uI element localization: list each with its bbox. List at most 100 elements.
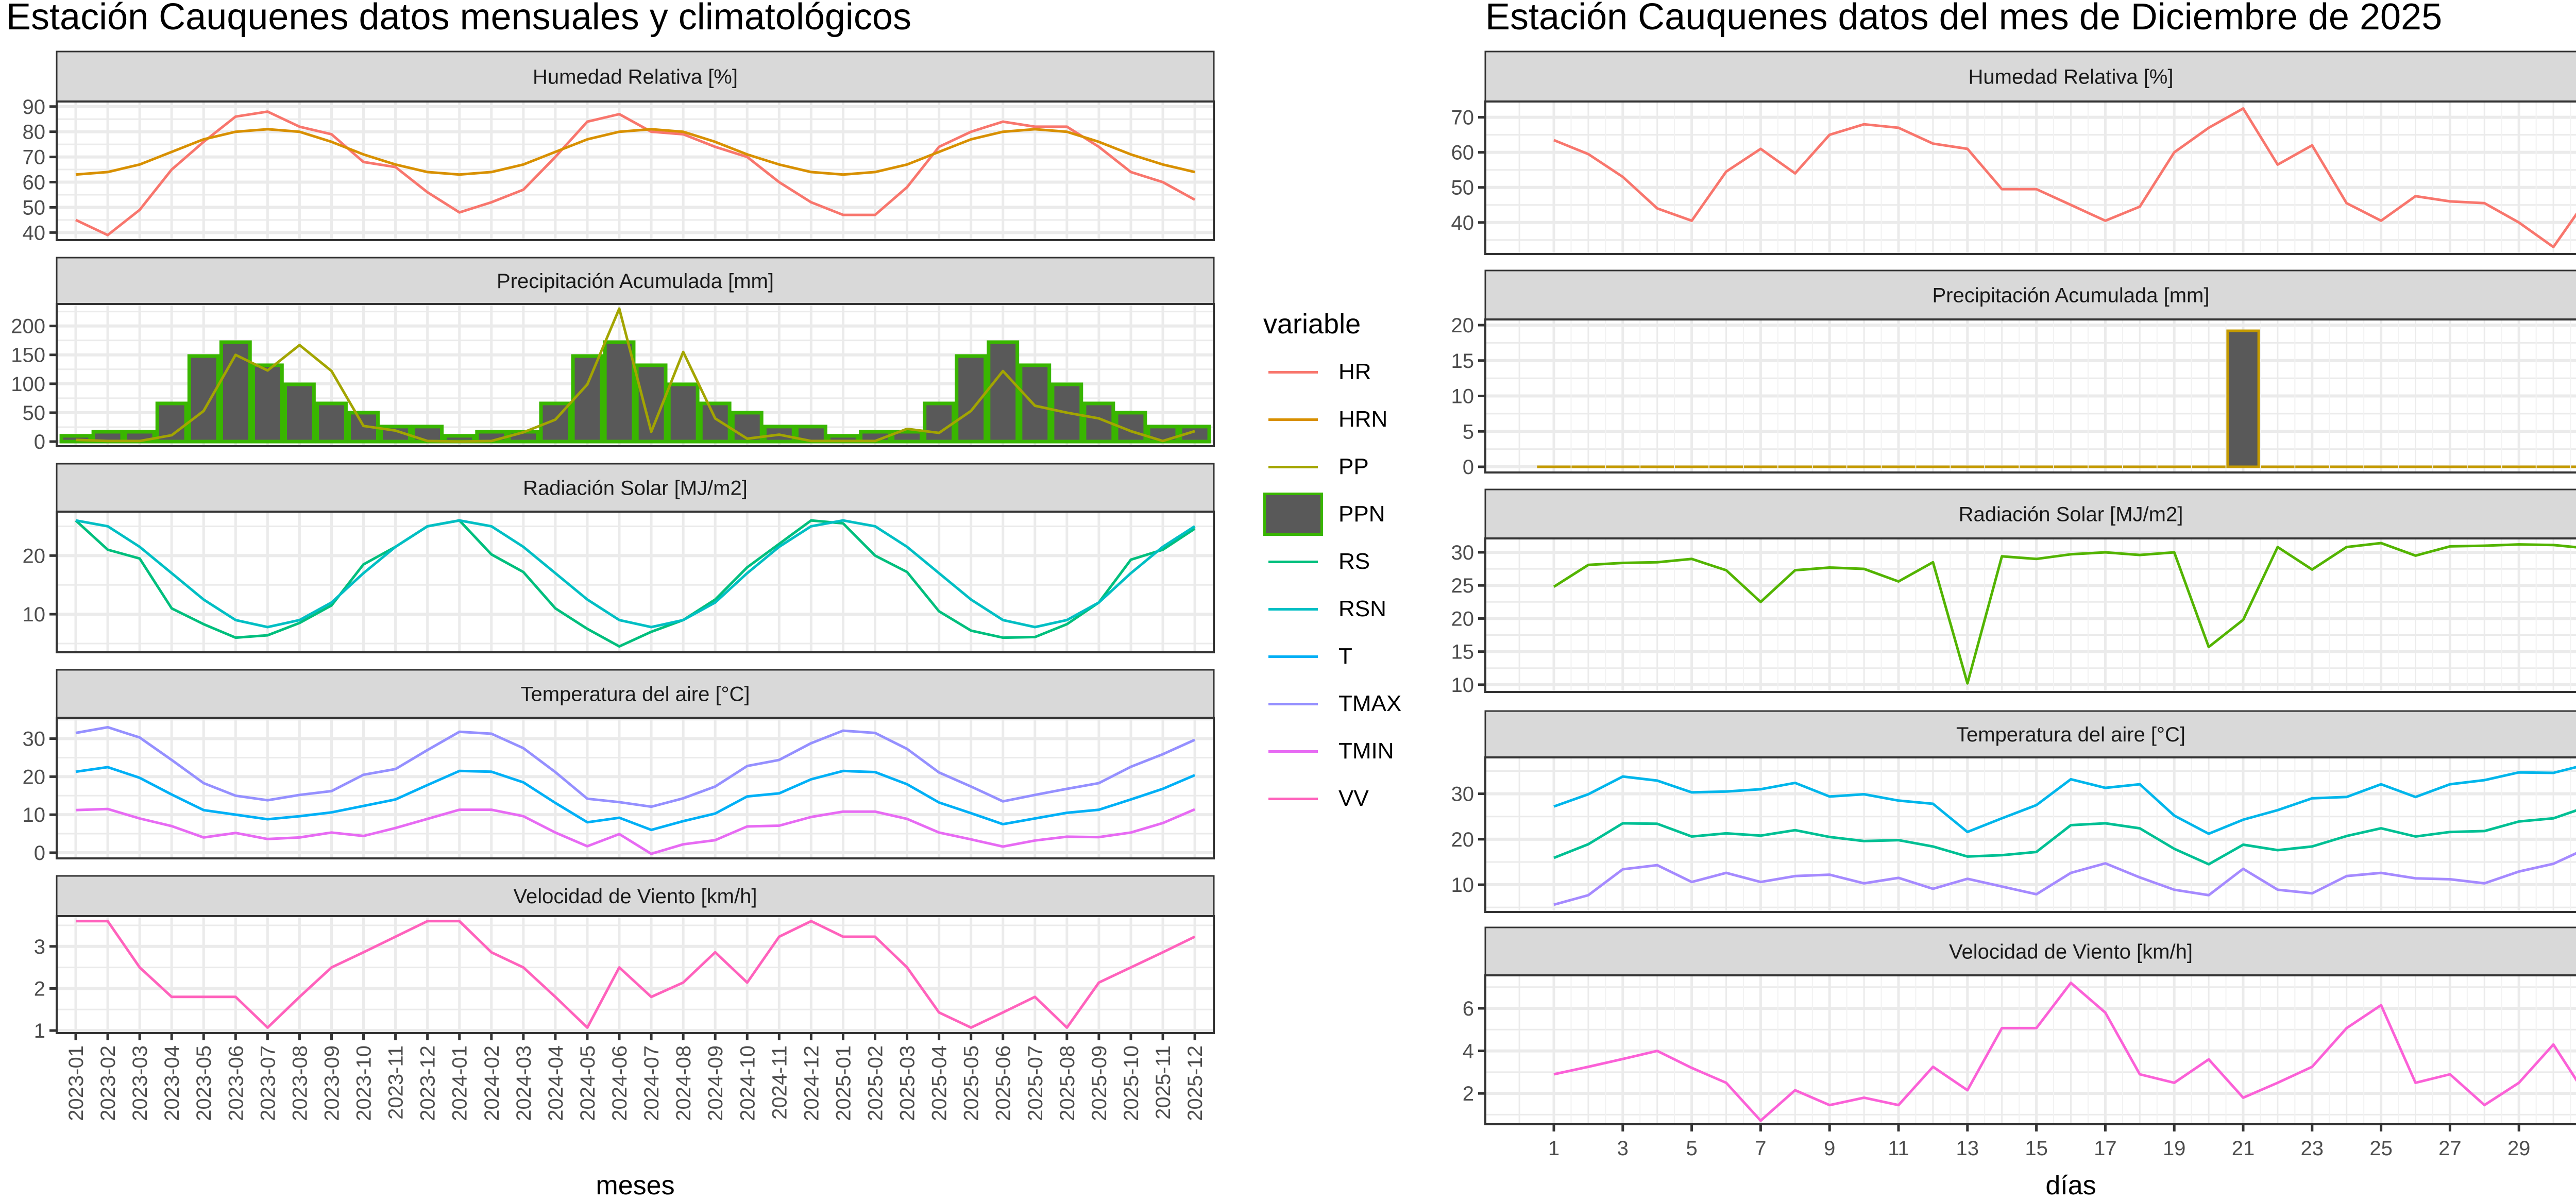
line-PP: [75, 307, 1195, 443]
plot-panel: [57, 916, 1214, 1033]
y-tick-label: 70: [23, 146, 46, 169]
y-tick-label: 6: [1463, 998, 1474, 1020]
facet-strip-label: Velocidad de Viento [km/h]: [1949, 941, 2193, 964]
facet-strip: [1484, 269, 2576, 320]
y-tick-label: 20: [1451, 829, 1475, 851]
legend-title: variable: [1263, 309, 1361, 340]
x-tick-label: 2023-06: [225, 1045, 247, 1121]
x-tick-label: 2023-10: [353, 1045, 376, 1121]
legend-item-tmax: TMAX: [1263, 680, 1401, 728]
y-tick-label: 10: [1451, 385, 1475, 408]
y-tick-label: 30: [1451, 783, 1475, 806]
right-chart-title: Estación Cauquenes datos del mes de Dici…: [1485, 0, 2443, 38]
x-tick-label: 19: [2163, 1137, 2186, 1160]
y-tick-label: 20: [23, 766, 46, 788]
y-tick-label: 150: [11, 344, 45, 367]
left-facet-4: Velocidad de Viento [km/h] 1 2 3: [34, 875, 1215, 1042]
y-tick-label: 20: [1451, 314, 1475, 337]
x-tick-label: 13: [1956, 1137, 1979, 1160]
legend-item-hr: HR: [1263, 348, 1401, 396]
legend-label: RSN: [1338, 596, 1386, 621]
x-tick-label: 2023-07: [257, 1045, 279, 1121]
x-tick-label: 2023-11: [385, 1045, 408, 1120]
x-tick-label: 2025-01: [832, 1045, 855, 1121]
bar-PPN: [667, 382, 700, 444]
legend-label: HRN: [1338, 407, 1388, 432]
legend-line-swatch: [1263, 633, 1323, 680]
y-tick-label: 60: [1451, 142, 1475, 164]
plot-panel: [1485, 102, 2576, 254]
panel-border: [1484, 318, 2576, 474]
x-tick-label: 2024-10: [736, 1045, 759, 1121]
left-legend: variable HR HRN PP PPN RS RSN T TMAX TMIN VV: [1263, 308, 1401, 822]
legend-line-swatch: [1263, 396, 1323, 443]
facet-strip: [1484, 488, 2576, 539]
y-tick-label: 200: [11, 315, 45, 338]
bar-PPN: [1019, 363, 1052, 444]
legend-label: TMAX: [1338, 691, 1402, 716]
legend-item-pp: PP: [1263, 443, 1401, 491]
y-tick-label: 10: [1451, 674, 1475, 697]
y-tick-label: 50: [23, 196, 46, 219]
x-tick-label: 9: [1824, 1137, 1835, 1160]
y-tick-label: 0: [34, 842, 45, 865]
x-tick-label: 2025-03: [896, 1045, 919, 1121]
y-tick-label: 50: [23, 402, 46, 425]
panel-border: [1484, 756, 2576, 913]
bar-PPN: [699, 401, 732, 444]
x-tick-label: 2023-05: [193, 1045, 215, 1121]
x-tick-label: 2025-11: [1152, 1045, 1175, 1120]
facet-strip-label: Temperatura del aire [°C]: [520, 683, 750, 706]
line-VV: [76, 920, 1196, 1029]
y-tick-label: 70: [1451, 107, 1475, 129]
y-tick-label: 10: [23, 603, 46, 626]
legend-item-tmin: TMIN: [1263, 728, 1401, 775]
x-tick-label: 5: [1686, 1137, 1697, 1160]
x-tick-label: 2024-01: [449, 1045, 471, 1121]
legend-line-swatch: [1263, 728, 1323, 775]
bar-PPN: [571, 354, 604, 444]
x-tick-label: 2025-12: [1184, 1045, 1207, 1121]
left-facet-3: Temperatura del aire [°C] 0 10 20 30: [23, 669, 1215, 865]
plot-panel: [1485, 538, 2576, 692]
legend-line-swatch: [1263, 680, 1323, 728]
legend-item-vv: VV: [1263, 775, 1401, 822]
x-tick-label: 2023-04: [161, 1045, 183, 1121]
facet-strip-label: Humedad Relativa [%]: [533, 66, 738, 89]
x-tick-label: 7: [1755, 1137, 1766, 1160]
y-tick-label: 15: [1451, 350, 1475, 373]
legend-line-swatch: [1263, 775, 1323, 822]
panel-border: [56, 303, 1215, 447]
x-tick-label: 25: [2369, 1137, 2393, 1160]
x-tick-label: 27: [2438, 1137, 2462, 1160]
x-tick-label: 11: [1888, 1137, 1909, 1160]
facet-strip: [56, 875, 1215, 917]
y-tick-label: 50: [1451, 177, 1475, 199]
x-tick-label: 2023-08: [289, 1045, 311, 1121]
x-tick-label: 2025-08: [1056, 1045, 1079, 1121]
y-tick-label: 20: [23, 545, 46, 567]
x-tick-label: 2024-07: [640, 1045, 663, 1121]
x-tick-label: 2023-09: [320, 1045, 343, 1121]
facet-strip-label: Temperatura del aire [°C]: [1956, 723, 2185, 746]
line-T: [75, 766, 1196, 832]
y-tick-label: 100: [11, 373, 45, 396]
x-tick-label: 2024-09: [704, 1045, 727, 1121]
line-TMAX: [1553, 766, 2576, 835]
bar-PPN: [315, 401, 348, 444]
line-RS: [1553, 542, 2576, 685]
x-tick-label: 2024-08: [672, 1045, 695, 1121]
legend-bar-swatch: [1263, 491, 1323, 538]
x-tick-label: 2024-04: [545, 1045, 567, 1121]
right-facet-2: Radiación Solar [MJ/m2] 10 15 20 25 30: [1451, 488, 2576, 697]
facet-strip-label: Radiación Solar [MJ/m2]: [523, 477, 748, 500]
right-facet-3: Temperatura del aire [°C] 10 20 30: [1451, 710, 2576, 913]
legend-label: PPN: [1338, 501, 1385, 527]
legend-label: RS: [1338, 549, 1370, 574]
x-tick-label: 2025-09: [1088, 1045, 1111, 1121]
bar-PPN: [187, 354, 220, 444]
legend-item-rsn: RSN: [1263, 585, 1401, 633]
bar-PPN: [987, 340, 1020, 444]
legend-item-t: T: [1263, 633, 1401, 680]
